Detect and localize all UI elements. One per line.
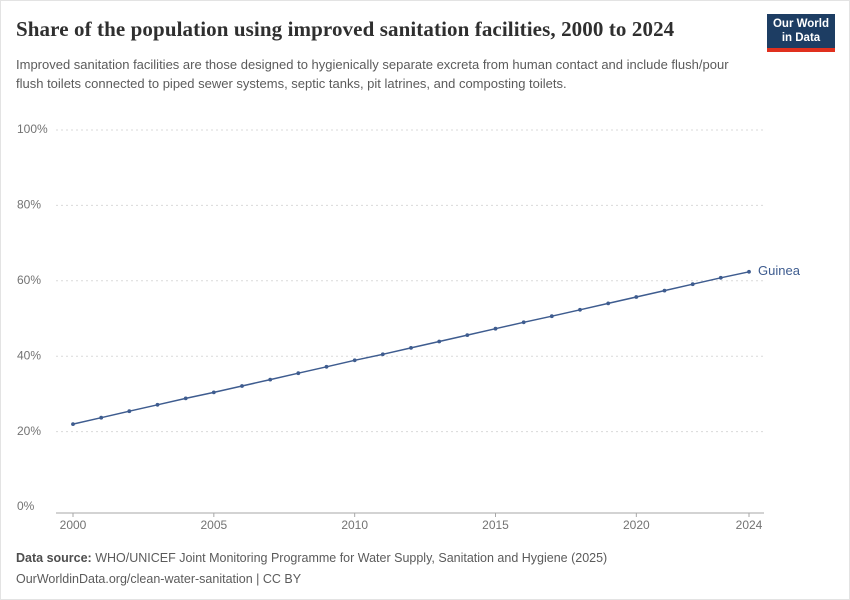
data-point [71,422,75,426]
data-point [578,307,582,312]
y-axis-tick-label: 80% [17,198,41,212]
chart-footer: Data source: WHO/UNICEF Joint Monitoring… [16,548,834,589]
data-point [268,377,273,382]
data-point [380,352,385,357]
x-axis-tick-label: 2024 [736,518,763,532]
chart-title: Share of the population using improved s… [16,17,675,41]
data-point [409,346,413,350]
license-line: OurWorldinData.org/clean-water-sanitatio… [16,571,302,586]
owid-logo-line1: Our World [772,17,829,30]
series-end-label: Guinea [758,263,801,278]
data-point [662,288,667,293]
y-axis-tick-label: 40% [17,348,41,362]
data-point [296,371,301,376]
data-source-line: Data source: WHO/UNICEF Joint Monitoring… [16,548,834,569]
y-axis-tick-label: 20% [17,424,41,438]
data-point [127,409,132,414]
data-point [521,320,526,325]
data-point [240,384,244,388]
data-point [634,295,639,299]
x-axis-tick-label: 2005 [200,518,227,532]
data-point [606,301,611,306]
owid-logo: Our World in Data [767,14,835,52]
data-point [549,314,554,319]
data-point [183,396,188,401]
data-point [155,402,160,407]
data-point [352,358,357,363]
data-source-text: WHO/UNICEF Joint Monitoring Programme fo… [91,551,608,565]
data-point [493,326,498,331]
data-source-label: Data source: [16,551,92,565]
line-chart-svg: 0% 20% 40% 60% 80% 100% 2000 2005 2010 2015 2020 20… [17,122,801,532]
data-point [465,333,470,337]
chart-header: Share of the population using improved s… [16,14,749,94]
owid-logo-accent [767,48,835,52]
y-axis-tick-label: 60% [17,273,41,287]
chart-subtitle: Improved sanitation facilities are those… [16,56,729,92]
data-point [211,390,216,395]
x-axis-tick-label: 2010 [341,518,368,532]
data-point [718,275,723,280]
data-point [324,364,329,369]
data-point [437,339,442,344]
data-point [99,415,104,420]
y-axis-tick-label: 0% [17,499,35,513]
x-axis-tick-label: 2000 [60,518,87,532]
x-axis-tick-label: 2015 [482,518,509,532]
x-axis-tick-label: 2020 [623,518,650,532]
line-chart-area[interactable]: 0% 20% 40% 60% 80% 100% 2000 2005 2010 2015 2020 20… [1,121,849,535]
y-axis-tick-label: 100% [17,122,48,136]
owid-logo-line2: in Data [781,32,821,44]
data-point [747,269,751,274]
data-point [690,282,695,287]
